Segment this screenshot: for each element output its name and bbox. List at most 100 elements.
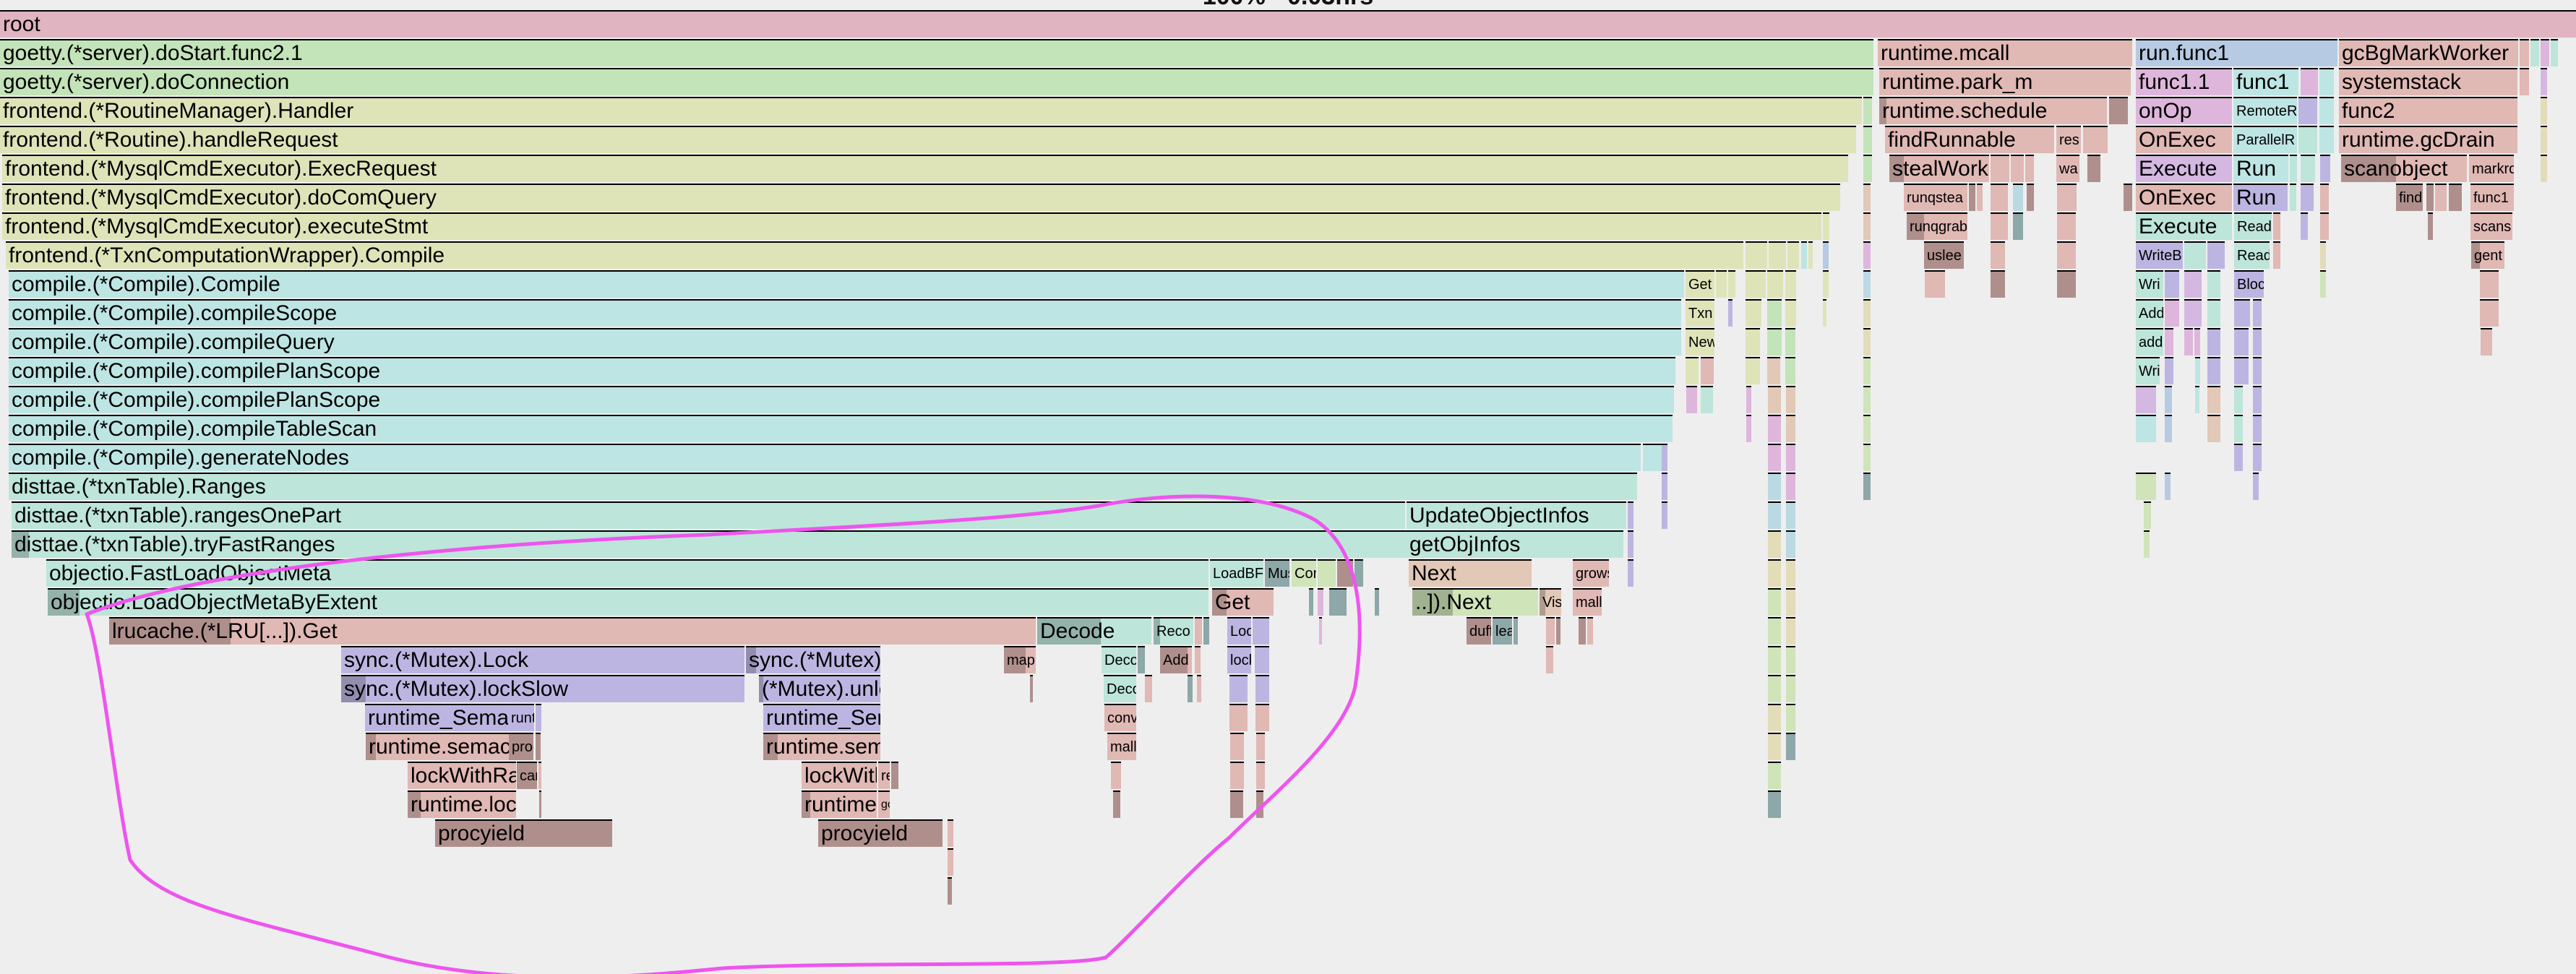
frame[interactable] [1786, 559, 1795, 587]
frame[interactable] [2234, 444, 2243, 471]
frame[interactable] [2165, 415, 2172, 442]
frame[interactable] [1188, 675, 1193, 702]
frame[interactable] [2165, 357, 2173, 384]
frame-uslee[interactable]: uslee [1924, 241, 1964, 269]
frame[interactable] [1786, 646, 1795, 673]
frame[interactable] [1863, 270, 1871, 298]
frame-leaf[interactable]: leaf [1493, 617, 1512, 645]
frame[interactable] [1863, 357, 1871, 384]
frame-func1[interactable]: func1 [2233, 68, 2298, 95]
frame[interactable] [1786, 501, 1795, 529]
frame-parallelr[interactable]: ParallelR [2233, 126, 2297, 153]
frame[interactable] [1203, 617, 1209, 645]
frame[interactable] [2234, 328, 2249, 355]
frame[interactable] [1643, 444, 1662, 471]
frame[interactable] [2011, 155, 2024, 182]
frame-func1-1[interactable]: func1.1 [2136, 68, 2232, 95]
frame-writeb[interactable]: WriteB [2136, 241, 2183, 269]
frame[interactable] [2207, 415, 2220, 442]
frame[interactable] [1991, 241, 2005, 269]
frame-decode[interactable]: Decode [1037, 617, 1151, 645]
frame[interactable] [1863, 126, 1872, 153]
frame-frontend-txncomputationwrapper-compile[interactable]: frontend.(*TxnComputationWrapper).Compil… [6, 241, 1743, 269]
frame[interactable] [1768, 733, 1781, 760]
frame[interactable] [1786, 733, 1795, 760]
frame[interactable] [1786, 617, 1795, 645]
frame[interactable] [2194, 328, 2200, 355]
frame[interactable] [2184, 328, 2193, 355]
frame-add[interactable]: add [2136, 328, 2163, 355]
frame[interactable] [1329, 588, 1347, 616]
frame-bloc[interactable]: Bloc [2234, 270, 2264, 298]
frame[interactable] [2165, 386, 2172, 413]
frame[interactable] [1863, 184, 1871, 211]
frame[interactable] [2234, 299, 2250, 327]
frame[interactable] [1546, 617, 1555, 645]
frame[interactable] [1863, 241, 1871, 269]
frame[interactable] [2207, 357, 2220, 384]
frame[interactable] [1628, 501, 1633, 529]
frame-compile-compile-compiletablescan[interactable]: compile.(*Compile).compileTableScan [9, 415, 1673, 442]
frame[interactable] [1686, 386, 1697, 413]
frame-duffc[interactable]: duffc [1467, 617, 1491, 645]
frame-compile-compile-compile[interactable]: compile.(*Compile).Compile [9, 270, 1684, 298]
frame[interactable] [1113, 790, 1120, 818]
frame-onexec[interactable]: OnExec [2136, 184, 2232, 211]
frame[interactable] [2083, 126, 2108, 153]
frame[interactable] [2136, 473, 2156, 500]
frame[interactable] [1587, 617, 1593, 645]
frame[interactable] [1195, 646, 1201, 673]
frame-next[interactable]: Next [1409, 559, 1532, 587]
frame[interactable] [2290, 184, 2296, 211]
frame-gent[interactable]: gent [2471, 241, 2504, 269]
frame[interactable] [1256, 733, 1265, 760]
frame[interactable] [2480, 299, 2499, 327]
frame[interactable] [536, 704, 541, 731]
frame[interactable] [1768, 559, 1781, 587]
frame[interactable] [1701, 386, 1713, 413]
frame-run[interactable]: Run [2233, 155, 2288, 182]
frame[interactable] [2109, 97, 2128, 124]
frame[interactable] [2520, 68, 2529, 95]
frame[interactable] [1229, 704, 1248, 731]
frame-cansi[interactable]: cansi [517, 762, 537, 789]
frame[interactable] [1111, 762, 1121, 789]
frame-compile-compile-generatenodes[interactable]: compile.(*Compile).generateNodes [9, 444, 1641, 471]
frame[interactable] [1786, 386, 1795, 413]
frame-frontend-mysqlcmdexecutor-execrequest[interactable]: frontend.(*MysqlCmdExecutor).ExecRequest [2, 155, 1848, 182]
frame[interactable] [1746, 241, 1767, 269]
frame[interactable] [1767, 299, 1782, 327]
frame-disttae-txntable-ranges[interactable]: disttae.(*txnTable).Ranges [9, 473, 1637, 500]
frame[interactable] [2541, 126, 2547, 153]
frame[interactable] [2144, 501, 2151, 529]
frame[interactable] [1769, 241, 1786, 269]
frame-mall[interactable]: mall [1107, 733, 1136, 760]
frame[interactable] [2253, 357, 2262, 384]
frame[interactable] [2057, 270, 2076, 298]
frame[interactable] [1255, 646, 1269, 673]
frame[interactable] [1785, 270, 1796, 298]
frame[interactable] [2426, 184, 2434, 211]
frame[interactable] [2087, 155, 2100, 182]
frame-map[interactable]: map [1004, 646, 1036, 673]
frame[interactable] [1823, 270, 1829, 298]
frame-disttae-txntable-rangesonepart[interactable]: disttae.(*txnTable).rangesOnePart [12, 501, 1405, 529]
frame[interactable] [1801, 241, 1807, 269]
frame[interactable] [2013, 184, 2023, 211]
frame[interactable] [1746, 357, 1760, 384]
frame[interactable] [1786, 473, 1795, 500]
frame[interactable] [1768, 675, 1781, 702]
frame-compile-compile-compilescope[interactable]: compile.(*Compile).compileScope [9, 299, 1681, 327]
frame[interactable] [1767, 270, 1783, 298]
frame[interactable] [1863, 299, 1871, 327]
frame[interactable] [1863, 415, 1871, 442]
frame[interactable] [1375, 588, 1379, 616]
frame-getobjinfos[interactable]: getObjInfos [1407, 530, 1623, 558]
frame[interactable] [2184, 299, 2202, 327]
frame[interactable] [1863, 444, 1871, 471]
frame[interactable] [1138, 646, 1145, 673]
frame[interactable] [2319, 97, 2334, 124]
frame[interactable] [1628, 530, 1633, 558]
frame[interactable] [1318, 588, 1323, 616]
frame-frontend-routine-handlerequest[interactable]: frontend.(*Routine).handleRequest [0, 126, 1856, 153]
